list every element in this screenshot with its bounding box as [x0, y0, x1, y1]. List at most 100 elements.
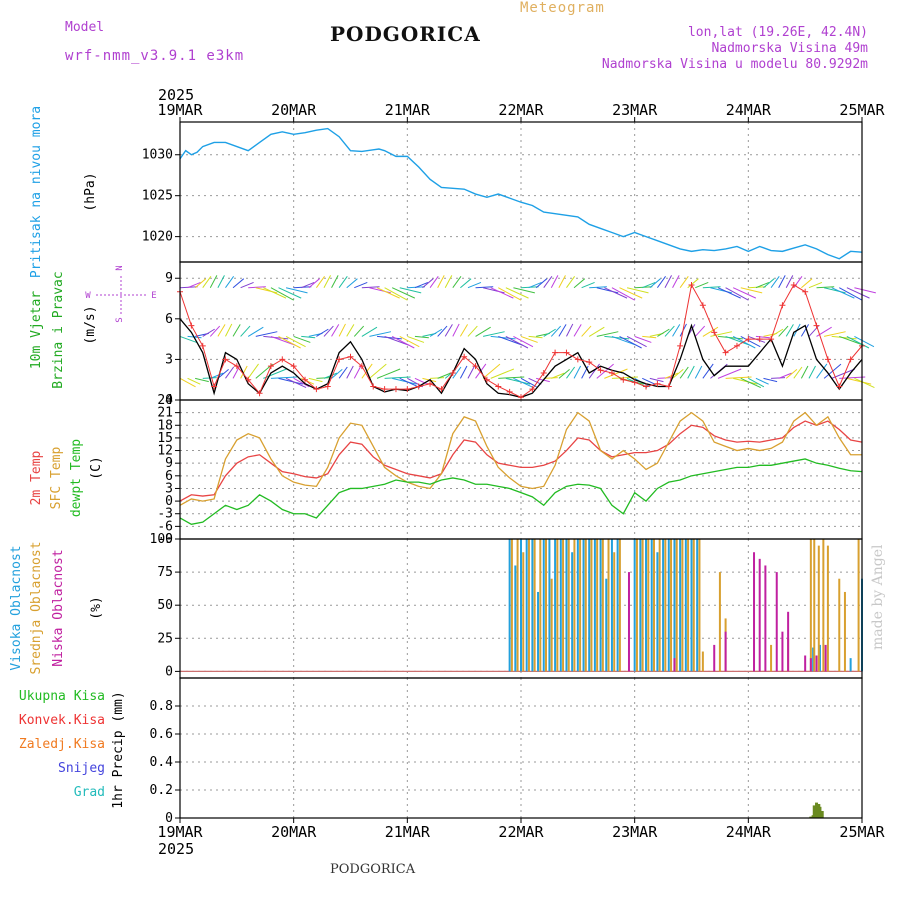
- wind-gust-point: [540, 369, 547, 376]
- wind-barb: [247, 326, 264, 337]
- wind-barb: [657, 328, 670, 337]
- wind-barb: [452, 366, 462, 379]
- cloud-bar-2: [673, 658, 676, 672]
- wind-barb: [785, 324, 794, 337]
- wind-barb: [209, 325, 221, 337]
- wind-barb: [642, 335, 657, 339]
- cloud-bar-1: [562, 539, 565, 672]
- wind-gust-point: [847, 356, 854, 363]
- wind-gust-point: [802, 288, 809, 295]
- cloud-bar-0: [514, 565, 517, 672]
- wind-barb: [513, 377, 534, 389]
- wind-gust-point: [745, 336, 752, 343]
- bottom-day-label: 19MAR: [157, 823, 203, 841]
- cloud-bar-0: [520, 539, 522, 672]
- wind-barb: [384, 335, 410, 346]
- wind-barb: [467, 282, 482, 289]
- cloud-bar-0: [812, 647, 815, 672]
- precip-bar: [818, 806, 822, 818]
- wind-gust-point: [824, 356, 831, 363]
- wind-barb: [740, 377, 761, 389]
- wind-barb: [301, 282, 315, 289]
- wind-barb: [816, 363, 828, 379]
- wind-barb: [839, 287, 863, 301]
- precip-ytick-label: 0: [165, 811, 173, 826]
- cloud-bar-1: [658, 539, 661, 672]
- cloud-bar-0: [599, 539, 602, 672]
- wind-barb: [505, 377, 531, 385]
- temp-line-1: [179, 411, 862, 506]
- cloud-bar-1: [692, 539, 695, 672]
- wind-barb: [550, 275, 559, 288]
- bottom-day-label: 22MAR: [498, 823, 544, 841]
- wind-gust-point: [699, 302, 706, 309]
- wind-barb: [854, 377, 875, 389]
- wind-barb: [278, 377, 303, 385]
- cloud-bar-1: [675, 539, 678, 672]
- page-title: PODGORICA: [330, 22, 481, 46]
- wind-barb: [581, 325, 592, 337]
- wind-barb: [323, 275, 331, 288]
- wind-barb: [733, 377, 758, 385]
- wind-gust-point: [643, 383, 650, 390]
- wind-gust-point: [483, 376, 490, 383]
- wind-barb: [846, 287, 870, 299]
- wind-barb: [679, 276, 689, 288]
- wind-barb: [338, 276, 348, 288]
- wind-barb: [672, 368, 684, 379]
- cloud-bar-0: [571, 552, 574, 672]
- cloud-bar-1: [556, 539, 559, 672]
- wind-barb: [543, 276, 553, 288]
- wind-barb: [399, 335, 420, 348]
- cloud-bar-1: [817, 545, 820, 672]
- wind-barb: [278, 287, 302, 299]
- wind-barb: [270, 287, 294, 301]
- wind-barb: [778, 372, 792, 379]
- cloud-axis-label-2: Srednja Oblacnost: [29, 541, 44, 674]
- temperature-ytick-label: 15: [157, 431, 173, 446]
- wind-gust-point: [267, 363, 274, 370]
- wind-barb: [452, 276, 462, 288]
- cloud-bar-0: [537, 591, 540, 672]
- wind-barb: [604, 287, 628, 299]
- cloud-ytick-label: 25: [157, 631, 173, 646]
- wind-barb: [353, 325, 365, 337]
- wind-barb: [763, 377, 778, 383]
- temperature-ytick-label: 6: [165, 469, 173, 484]
- wind-barb: [460, 278, 472, 289]
- temperature-ytick-label: 0: [165, 494, 173, 509]
- wind-barb: [740, 287, 763, 294]
- wind-barb: [399, 287, 422, 294]
- wind-barb: [634, 335, 652, 343]
- wind-barb: [331, 324, 340, 337]
- wind-gust-point: [711, 329, 718, 336]
- model-elevation: Nadmorska Visina u modelu 80.9292m: [601, 57, 868, 72]
- wind-barb: [831, 287, 855, 299]
- wind-gust-point: [324, 383, 331, 390]
- wind-gust-point: [256, 390, 263, 397]
- wind-barb: [195, 377, 209, 383]
- wind-gust-point: [358, 363, 365, 370]
- precip-bar: [812, 805, 816, 818]
- wind-barb: [248, 286, 266, 289]
- wind-barb: [854, 335, 875, 348]
- meteogram-subtitle: Meteogram: [520, 0, 605, 16]
- wind-barb: [854, 287, 876, 294]
- wind-gust-point: [279, 356, 286, 363]
- wind-barb: [732, 335, 756, 349]
- cloud-bar-1: [826, 545, 829, 672]
- wind-barb: [217, 275, 225, 288]
- top-day-label: 25MAR: [839, 101, 885, 119]
- cloud-bar-0: [531, 539, 534, 672]
- wind-gust-point: [370, 383, 377, 390]
- cloud-bar-1: [527, 539, 530, 672]
- top-day-label: 24MAR: [726, 101, 772, 119]
- wind-barb: [263, 287, 287, 299]
- wind-barb: [194, 278, 207, 289]
- wind-gust-point: [222, 356, 229, 363]
- wind-gust-point: [404, 386, 411, 393]
- wind-gust-point: [677, 342, 684, 349]
- wind-gust-point: [813, 322, 820, 329]
- wind-gust-point: [211, 383, 218, 390]
- wind-barb: [785, 368, 798, 379]
